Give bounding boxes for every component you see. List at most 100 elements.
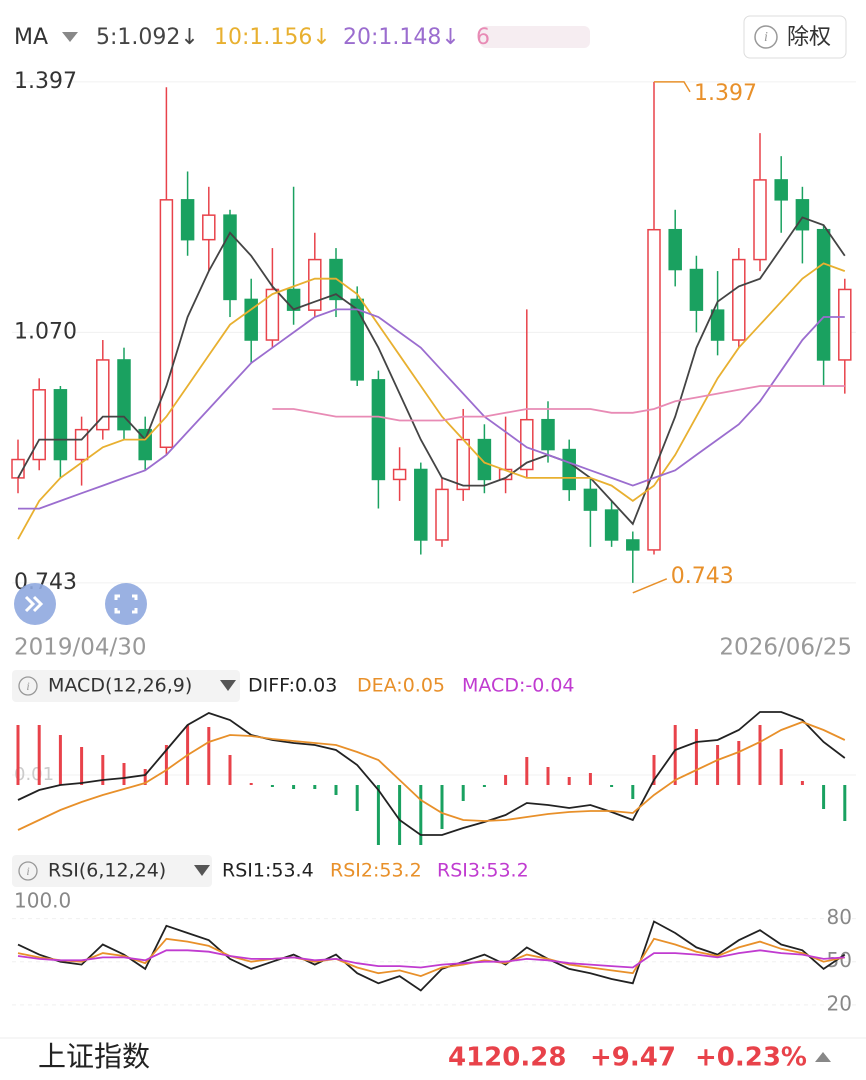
index-price: 4120.28: [448, 1043, 566, 1073]
macd-bar: [122, 763, 126, 785]
indicator-label[interactable]: MA: [14, 25, 48, 50]
macd-bar: [631, 785, 635, 799]
candle-body: [435, 488, 449, 541]
candle-body: [477, 438, 492, 481]
series-line: [17, 937, 845, 978]
macd-bar: [504, 775, 508, 785]
legend-item: RSI1:53.4: [222, 860, 314, 882]
dropdown-icon[interactable]: [220, 680, 236, 691]
chart-button-icon[interactable]: [114, 594, 138, 614]
candle-body: [180, 199, 195, 241]
legend-item: 6: [476, 25, 490, 50]
candle-body: [583, 488, 598, 511]
panel-max-label: 100.0: [14, 889, 71, 913]
macd-bar: [419, 785, 423, 845]
expand-icon[interactable]: [815, 1052, 831, 1062]
info-icon: [754, 25, 778, 49]
panel-title[interactable]: RSI(6,12,24): [48, 860, 166, 882]
macd-bar: [758, 725, 762, 785]
macd-selector[interactable]: [12, 670, 240, 702]
candle-body: [159, 199, 174, 449]
macd-bar: [716, 745, 720, 785]
rsi-selector[interactable]: [12, 855, 212, 887]
macd-bar: [822, 785, 826, 809]
macd-bar: [207, 727, 211, 785]
macd-bar: [376, 785, 380, 845]
macd-bar: [843, 785, 847, 821]
candle-body: [626, 539, 640, 551]
x-tick-label: 2019/04/30: [14, 635, 147, 661]
candle-body: [774, 179, 788, 201]
y-tick-label: 1.070: [14, 319, 77, 344]
macd-bar: [737, 741, 741, 785]
candle-body: [202, 214, 216, 241]
series-line: [272, 385, 845, 422]
annotation-line: [654, 81, 691, 93]
series-line: [17, 711, 846, 836]
macd-bar: [482, 785, 486, 787]
candle-body: [414, 468, 428, 541]
candle-body: [753, 179, 767, 261]
macd-bar: [567, 777, 571, 785]
candle-body: [265, 288, 280, 341]
candle-body: [732, 258, 746, 341]
macd-bar: [101, 755, 105, 785]
info-glyph: i: [764, 30, 768, 45]
legend-item: 5:1.092↓: [96, 25, 199, 50]
series-line: [18, 308, 845, 510]
macd-bar: [249, 783, 253, 785]
candle-body: [689, 268, 704, 311]
legend-item: DIFF:0.03: [248, 675, 337, 697]
macd-bar: [270, 785, 274, 787]
candle-body: [350, 298, 364, 381]
macd-bar: [80, 747, 84, 785]
candle-body: [541, 418, 555, 451]
info-glyph: i: [26, 864, 29, 878]
candle-body: [710, 309, 725, 341]
legend-item: 10:1.156↓: [214, 25, 331, 50]
panel-title[interactable]: MACD(12,26,9): [48, 675, 192, 697]
legend-item: DEA:0.05: [357, 675, 445, 697]
info-icon: [18, 676, 38, 696]
legend-item: 20:1.148↓: [343, 25, 460, 50]
macd-bar: [694, 729, 698, 785]
series-line: [17, 721, 846, 831]
candle-body: [392, 468, 407, 481]
candle-body: [816, 228, 831, 361]
y-tick-label: 80: [827, 905, 852, 929]
info-icon: [18, 861, 38, 881]
chart-button-icon[interactable]: [24, 595, 44, 613]
macd-bar: [440, 785, 444, 829]
dropdown-icon[interactable]: [194, 865, 210, 876]
candle-body: [32, 389, 46, 461]
macd-bar: [800, 781, 804, 785]
macd-bar: [673, 725, 677, 785]
macd-bar: [546, 767, 550, 785]
x-tick-label: 2026/06/25: [719, 635, 852, 661]
candle-body: [371, 379, 386, 481]
candle-body: [53, 389, 68, 461]
series-line: [17, 949, 845, 969]
fuquan-button[interactable]: 除权: [787, 25, 831, 50]
y-tick-label: 1.397: [14, 69, 77, 94]
dropdown-icon[interactable]: [62, 32, 78, 42]
macd-bar: [588, 773, 592, 785]
macd-bar: [228, 755, 232, 785]
macd-bar: [525, 757, 529, 785]
series-line: [17, 920, 846, 992]
macd-bar: [461, 785, 465, 801]
info-glyph: i: [26, 679, 29, 693]
min-label: 0.743: [671, 564, 734, 589]
blurred-area: [480, 26, 590, 48]
macd-bar: [779, 749, 783, 785]
candle-body: [647, 228, 661, 551]
chart-button[interactable]: [105, 583, 147, 625]
macd-bar: [355, 785, 359, 811]
macd-bar: [610, 785, 614, 787]
index-change: +9.47: [590, 1043, 676, 1073]
macd-bar: [652, 755, 656, 785]
macd-bar: [334, 785, 338, 795]
macd-bar: [398, 785, 402, 845]
candle-body: [96, 359, 110, 431]
series-line: [17, 216, 846, 526]
